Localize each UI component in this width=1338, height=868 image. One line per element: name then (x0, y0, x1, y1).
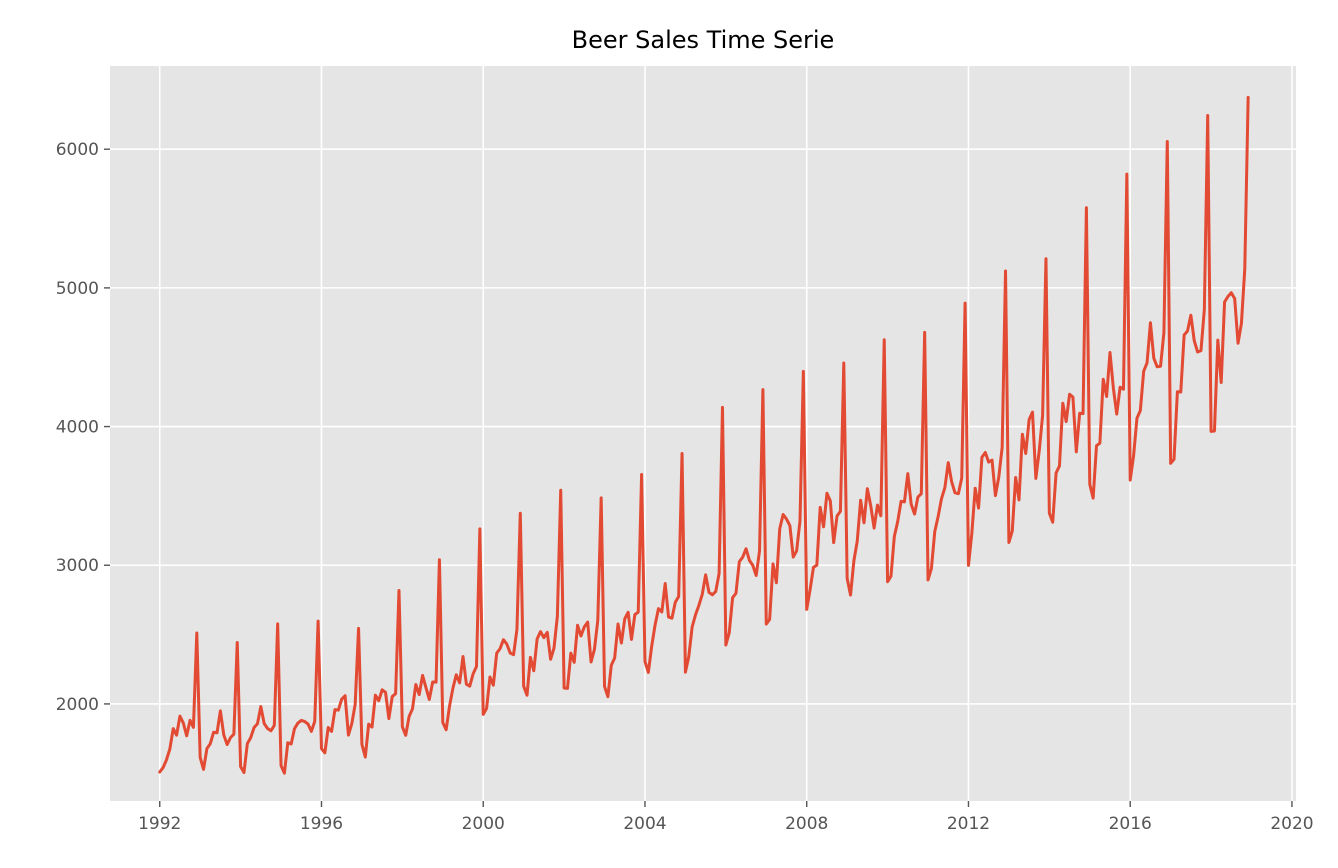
y-tick-label: 2000 (56, 695, 99, 715)
plot-area (110, 66, 1296, 801)
x-tick-label: 1996 (300, 814, 343, 834)
y-tick-label: 3000 (56, 556, 99, 576)
x-tick-label: 2000 (462, 814, 505, 834)
series-line-beer-sales (158, 95, 1250, 775)
x-tick-label: 1992 (138, 814, 181, 834)
x-tick-label: 2004 (623, 814, 666, 834)
y-tick-label: 6000 (56, 140, 99, 160)
y-tick-label: 5000 (56, 279, 99, 299)
y-tick-label: 4000 (56, 418, 99, 438)
x-tick-label: 2008 (785, 814, 828, 834)
x-tick-label: 2016 (1109, 814, 1152, 834)
x-tick-label: 2020 (1270, 814, 1313, 834)
x-tick-label: 2012 (947, 814, 990, 834)
chart-title: Beer Sales Time Serie (572, 26, 835, 54)
grid-lines (110, 66, 1296, 801)
axes: 2000 3000 4000 5000 6000 1992 1996 2000 2004 2008… (56, 140, 1314, 834)
